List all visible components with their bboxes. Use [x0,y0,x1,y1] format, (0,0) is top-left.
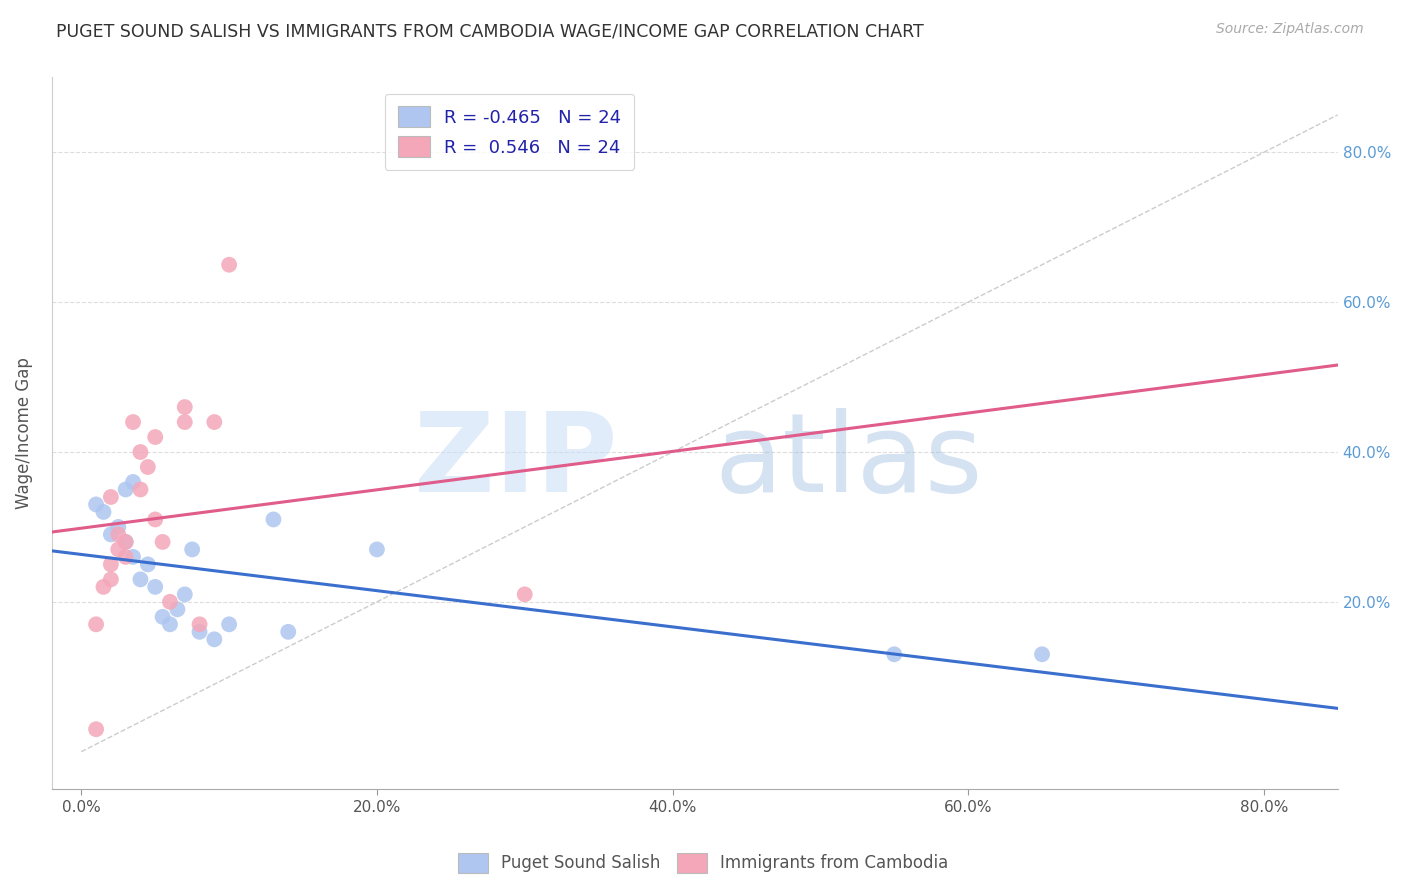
Point [159,617,181,632]
Point [513,587,536,601]
Text: PUGET SOUND SALISH VS IMMIGRANTS FROM CAMBODIA WAGE/INCOME GAP CORRELATION CHART: PUGET SOUND SALISH VS IMMIGRANTS FROM CA… [56,22,924,40]
Text: Source: ZipAtlas.com: Source: ZipAtlas.com [1216,22,1364,37]
Point [173,415,195,429]
Point [143,430,166,444]
Point [107,542,129,557]
Point [143,512,166,526]
Point [129,483,152,497]
Point [122,549,145,564]
Point [84,617,107,632]
Point [152,535,174,549]
Point [122,415,145,429]
Point [188,617,211,632]
Point [107,527,129,541]
Point [181,542,204,557]
Point [136,460,159,475]
Point [114,483,136,497]
Point [107,520,129,534]
Legend: Puget Sound Salish, Immigrants from Cambodia: Puget Sound Salish, Immigrants from Camb… [451,847,955,880]
Point [883,648,905,662]
Point [84,498,107,512]
Point [114,535,136,549]
Point [114,549,136,564]
Point [122,475,145,489]
Point [84,723,107,737]
Point [152,610,174,624]
Text: ZIP: ZIP [415,409,617,516]
Point [129,445,152,459]
Point [277,624,299,639]
Point [366,542,388,557]
Point [202,632,225,647]
Point [129,573,152,587]
Point [166,602,188,616]
Point [143,580,166,594]
Point [93,505,115,519]
Point [173,587,195,601]
Point [114,535,136,549]
Point [202,415,225,429]
Point [1031,648,1053,662]
Point [262,512,284,526]
Point [93,580,115,594]
Point [100,527,122,541]
Text: atlas: atlas [714,409,983,516]
Point [218,258,240,272]
Point [100,558,122,572]
Y-axis label: Wage/Income Gap: Wage/Income Gap [15,358,32,509]
Legend: R = -0.465   N = 24, R =  0.546   N = 24: R = -0.465 N = 24, R = 0.546 N = 24 [385,94,634,169]
Point [100,573,122,587]
Point [100,490,122,504]
Point [173,400,195,414]
Point [159,595,181,609]
Point [188,624,211,639]
Point [136,558,159,572]
Point [218,617,240,632]
